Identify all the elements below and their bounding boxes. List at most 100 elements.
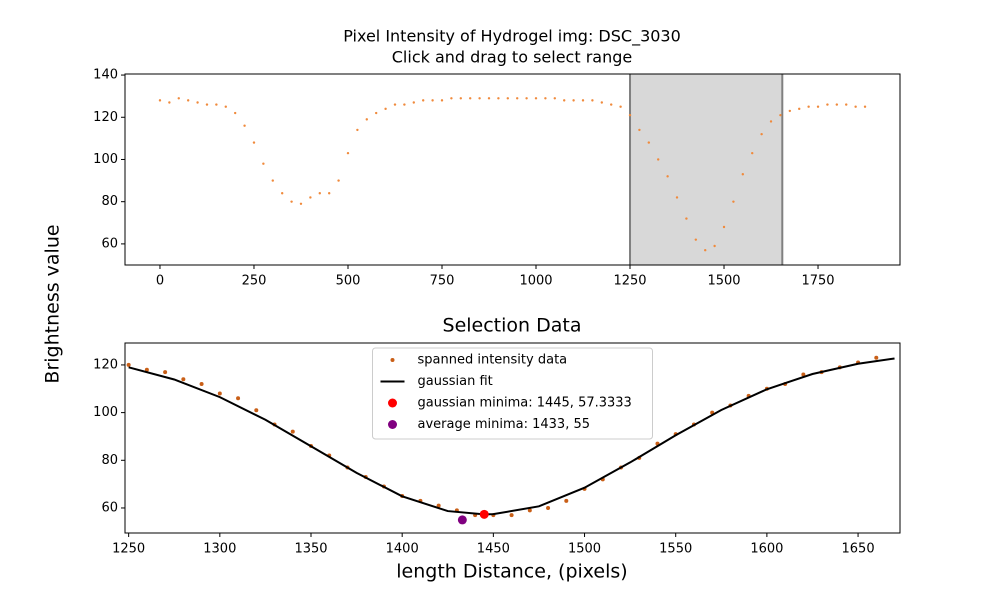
data-point [509, 513, 514, 518]
data-point [516, 97, 519, 100]
data-point [487, 97, 491, 100]
data-point [309, 196, 312, 199]
data-point [365, 118, 368, 121]
chart-subtitle: Click and drag to select range [392, 48, 632, 67]
axes-frame [124, 73, 901, 266]
data-point [546, 505, 551, 510]
axes-frame [124, 342, 901, 534]
data-point [563, 99, 566, 102]
x-tick-label: 1400 [386, 542, 419, 557]
data-point [450, 97, 453, 100]
data-point [534, 97, 538, 100]
plot-area [126, 355, 895, 525]
data-point [741, 173, 745, 176]
data-point [205, 103, 209, 106]
data-point [600, 101, 604, 104]
x-tick-label: 1500 [568, 542, 601, 557]
data-point [478, 97, 481, 100]
data-point [751, 151, 754, 155]
data-point [186, 99, 190, 102]
data-point [290, 200, 293, 203]
data-point [863, 105, 867, 108]
x-tick-label: 500 [336, 274, 361, 289]
data-point [374, 111, 378, 115]
x-tick-label: 0 [156, 274, 164, 289]
data-point [254, 408, 259, 413]
y-tick-label: 100 [93, 405, 118, 420]
x-tick-label: 1600 [750, 542, 783, 557]
data-point [807, 105, 810, 108]
data-point [572, 99, 575, 102]
data-point [874, 355, 879, 360]
data-point [760, 132, 763, 136]
fit-line [128, 357, 895, 516]
data-point [252, 141, 256, 144]
data-point [779, 113, 782, 117]
data-point [564, 498, 569, 503]
data-point [290, 429, 295, 434]
data-point [685, 217, 688, 220]
y-tick-label: 80 [101, 194, 118, 209]
x-tick-label: 1300 [203, 542, 236, 557]
data-point [816, 105, 820, 108]
chart-title: Selection Data [443, 315, 582, 337]
plot-area [158, 74, 867, 265]
data-point [384, 107, 387, 111]
data-point [431, 99, 434, 102]
data-point [440, 99, 444, 102]
data-point [553, 97, 557, 100]
y-tick-label: 100 [93, 152, 118, 167]
data-point [327, 192, 331, 195]
x-tick-label: 1000 [519, 274, 552, 289]
y-tick-label: 60 [101, 236, 118, 251]
data-point [181, 377, 186, 382]
data-point [647, 141, 651, 144]
x-tick-label: 250 [242, 274, 267, 289]
data-point [224, 105, 227, 108]
data-point [233, 111, 237, 115]
data-point [788, 109, 792, 113]
legend-box [372, 347, 653, 440]
legend-label: spanned intensity data [418, 353, 568, 368]
data-point [177, 97, 180, 100]
data-point [769, 120, 773, 123]
data-point [675, 196, 679, 199]
y-tick-label: 120 [93, 110, 118, 125]
data-point [826, 103, 829, 106]
data-point [163, 370, 168, 375]
x-tick-label: 750 [430, 274, 455, 289]
data-point [854, 105, 857, 108]
legend-label: average minima: 1433, 55 [418, 417, 591, 432]
y-tick-label: 80 [101, 453, 118, 468]
data-point [732, 200, 735, 203]
data-point [356, 128, 359, 132]
x-tick-label: 1350 [294, 542, 327, 557]
data-point [525, 97, 528, 100]
data-point [421, 99, 425, 102]
data-point [196, 101, 199, 104]
x-tick-label: 1250 [112, 542, 145, 557]
data-point [798, 107, 801, 111]
x-tick-label: 1500 [707, 274, 740, 289]
data-point [126, 362, 131, 367]
y-axis-label: Brightness value [42, 224, 64, 383]
x-axis-label: length Distance, (pixels) [396, 561, 627, 583]
data-point [722, 225, 726, 229]
data-point [845, 103, 848, 106]
data-point [280, 192, 284, 195]
x-tick-label: 1250 [613, 274, 646, 289]
legend-label: gaussian fit [418, 374, 493, 389]
legend-marker [388, 420, 397, 429]
data-point [412, 101, 415, 104]
legend-marker [390, 358, 395, 362]
data-point [271, 179, 274, 182]
data-point [591, 99, 594, 102]
data-point [199, 382, 204, 387]
data-point [527, 508, 532, 513]
data-point [144, 367, 149, 372]
data-point [704, 249, 707, 252]
data-point [346, 151, 350, 155]
